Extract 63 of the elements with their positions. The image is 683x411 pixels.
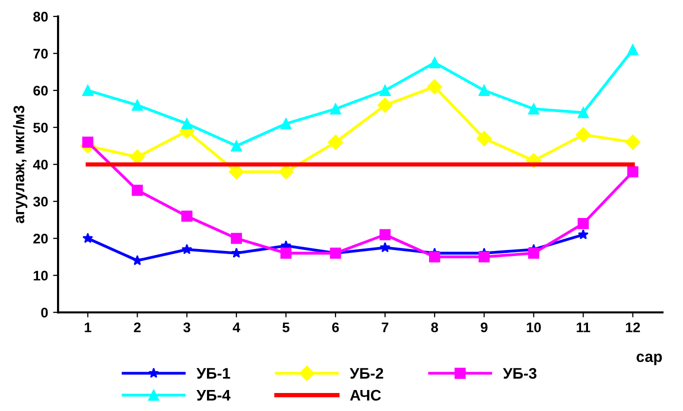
point bbox=[82, 232, 94, 244]
point bbox=[578, 107, 589, 118]
legend-label: УБ-4 bbox=[196, 390, 230, 401]
point bbox=[377, 98, 393, 113]
x-tick-label: 1 bbox=[84, 322, 92, 332]
point bbox=[627, 44, 638, 56]
point bbox=[380, 242, 390, 252]
y-tick-label: 40 bbox=[33, 160, 48, 170]
point bbox=[380, 229, 391, 240]
point bbox=[380, 84, 391, 96]
point bbox=[429, 57, 440, 68]
point bbox=[231, 248, 242, 258]
point bbox=[576, 127, 591, 142]
y-axis-title: агуулаж, мкг/м3 bbox=[13, 106, 28, 224]
point bbox=[578, 229, 589, 240]
legend-label: АЧС bbox=[350, 390, 381, 401]
point bbox=[132, 184, 143, 196]
point bbox=[182, 244, 192, 254]
point bbox=[476, 130, 492, 146]
x-tick-label: 4 bbox=[232, 322, 240, 332]
point bbox=[280, 248, 292, 259]
point bbox=[82, 84, 94, 96]
x-tick-label: 8 bbox=[431, 322, 438, 332]
point bbox=[181, 210, 192, 222]
point bbox=[578, 218, 589, 230]
point bbox=[478, 84, 490, 96]
point bbox=[132, 255, 143, 266]
x-tick-label: 9 bbox=[480, 322, 488, 332]
point bbox=[528, 248, 540, 259]
y-tick-label: 80 bbox=[33, 12, 48, 22]
x-tick-label: 2 bbox=[134, 322, 141, 332]
point bbox=[230, 140, 242, 152]
legend-label: УБ-2 bbox=[350, 368, 384, 379]
x-tick-label: 12 bbox=[626, 322, 640, 332]
y-tick-label: 50 bbox=[33, 122, 48, 133]
point bbox=[627, 166, 638, 178]
legend-label: УБ-3 bbox=[502, 368, 536, 379]
point bbox=[181, 118, 192, 130]
point bbox=[280, 118, 292, 130]
x-tick-label: 6 bbox=[332, 322, 339, 332]
x-tick-label: 10 bbox=[526, 322, 541, 332]
legend-label: УБ-1 bbox=[196, 368, 230, 379]
y-tick-label: 60 bbox=[33, 86, 48, 96]
y-tick-label: 10 bbox=[34, 270, 48, 281]
point bbox=[429, 251, 440, 262]
point bbox=[625, 134, 640, 150]
x-tick-label: 7 bbox=[382, 322, 388, 332]
point bbox=[328, 134, 344, 150]
point bbox=[132, 100, 143, 111]
x-tick-label: 5 bbox=[282, 322, 290, 332]
y-tick-label: 30 bbox=[33, 196, 48, 207]
x-tick-label: 11 bbox=[576, 322, 590, 332]
x-axis-title: сар bbox=[636, 354, 662, 366]
point bbox=[478, 251, 490, 262]
point bbox=[330, 103, 342, 114]
point bbox=[82, 136, 94, 148]
y-tick-label: 0 bbox=[41, 308, 48, 318]
y-tick-label: 70 bbox=[33, 48, 48, 59]
y-tick-label: 20 bbox=[33, 234, 48, 244]
point bbox=[230, 232, 242, 244]
x-tick-label: 3 bbox=[183, 322, 190, 332]
point bbox=[528, 103, 540, 114]
point bbox=[427, 79, 442, 94]
